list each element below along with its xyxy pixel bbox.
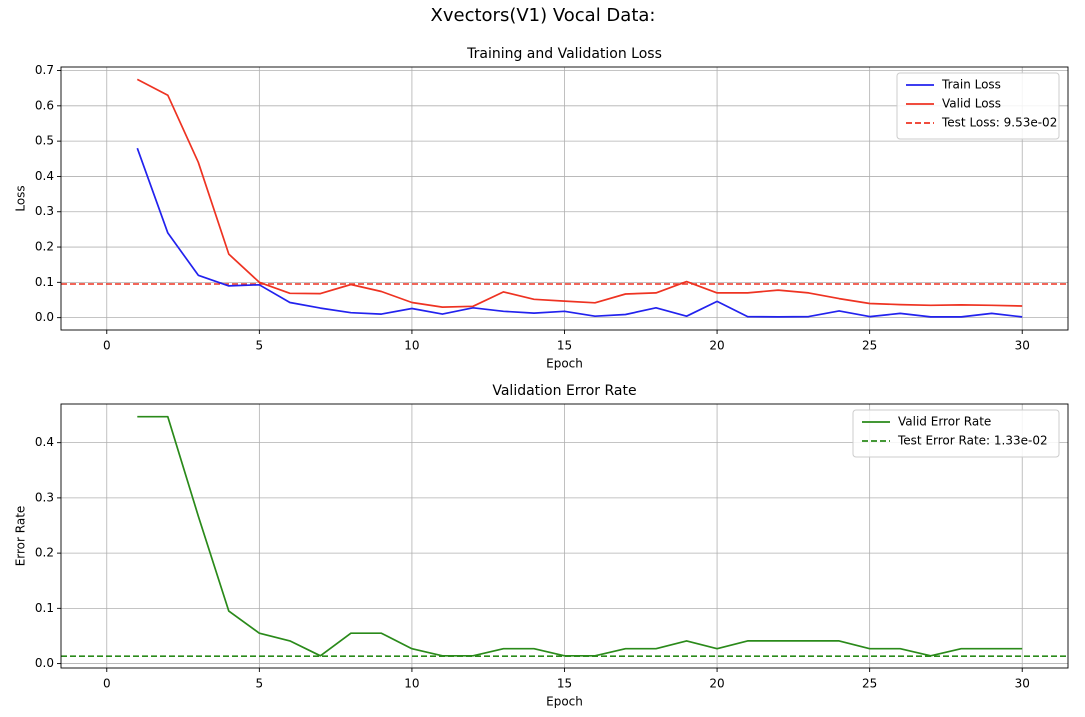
error-rate-chart: 0 5 10 15 20 25 30 0.0 0.1 0.2 0.3 0.4 Validation Er… [14,383,1069,709]
x-tick-label: 5 [256,339,264,353]
x-tick-label: 15 [557,339,572,353]
y-tick-label: 0.6 [35,98,54,112]
legend-label: Test Error Rate: 1.33e-02 [897,434,1048,448]
y-tick-label: 0.3 [35,204,54,218]
y-tick-label: 0.0 [35,656,54,670]
x-tick-label: 20 [709,339,724,353]
legend: Train Loss Valid Loss Test Loss: 9.53e-02 [896,72,1060,140]
x-tick-label: 30 [1015,677,1030,691]
legend-box [896,72,1060,140]
legend-label: Valid Loss [942,97,1001,111]
y-tick-label: 0.2 [35,240,54,254]
y-tick-label: 0.0 [35,310,54,324]
y-tick-label: 0.2 [35,546,54,560]
training-and-validation-loss-title: Training and Validation Loss [466,46,662,62]
y-tick-label: 0.1 [35,275,54,289]
loss-chart: 0 5 10 15 20 25 30 0.0 0.1 0.2 0.3 0.4 0.5 0.6 0.7 Trai… [14,46,1069,371]
figure-suptitle: Xvectors(V1) Vocal Data: [431,5,656,26]
y-tick-label: 0.7 [35,63,54,77]
y-tick-label: 0.4 [35,169,54,183]
y-tick-label: 0.5 [35,134,54,148]
x-axis-label: Epoch [546,695,583,709]
x-tick-label: 0 [103,677,111,691]
x-tick-label: 25 [862,677,877,691]
valid-error-rate-line [137,415,1023,657]
x-tick-label: 10 [404,677,419,691]
x-axis-label: Epoch [546,357,583,371]
validation-error-rate-title: Validation Error Rate [492,383,636,399]
y-tick-label: 0.1 [35,601,54,615]
y-tick-label: 0.4 [35,435,54,449]
legend-label: Test Loss: 9.53e-02 [941,116,1057,130]
x-tick-label: 20 [709,677,724,691]
legend-box [852,409,1060,458]
y-axis-label: Error Rate [14,506,28,567]
train-loss-line [136,147,1023,318]
x-tick-label: 0 [103,339,111,353]
valid-loss-line [136,78,1023,308]
x-tick-label: 25 [862,339,877,353]
x-tick-label: 5 [256,677,264,691]
legend-label: Valid Error Rate [898,415,991,429]
x-tick-label: 30 [1015,339,1030,353]
y-tick-label: 0.3 [35,490,54,504]
legend: Valid Error Rate Test Error Rate: 1.33e-0… [852,409,1060,458]
y-axis-label: Loss [14,185,28,211]
x-tick-label: 15 [557,677,572,691]
x-tick-label: 10 [404,339,419,353]
legend-label: Train Loss [941,78,1001,92]
